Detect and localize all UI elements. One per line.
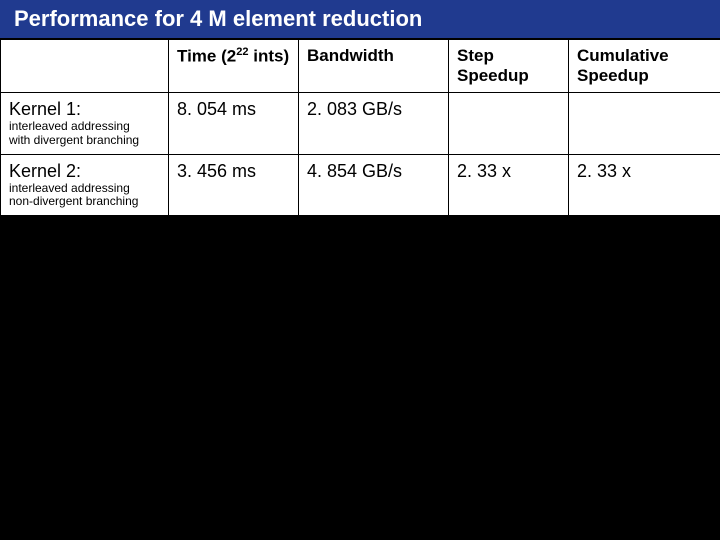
step-speedup-value (449, 93, 569, 155)
cumulative-speedup-value (569, 93, 720, 155)
table-header-row: Time (222 ints) Bandwidth Step Speedup C… (1, 40, 720, 93)
header-cumulative-speedup: Cumulative Speedup (569, 40, 720, 93)
step-speedup-value: 2. 33 x (449, 154, 569, 216)
kernel-subtitle-line: interleaved addressing (9, 120, 160, 134)
performance-table: Time (222 ints) Bandwidth Step Speedup C… (0, 39, 720, 216)
kernel-label-cell: Kernel 1: interleaved addressing with di… (1, 93, 169, 155)
kernel-name: Kernel 1: (9, 99, 81, 119)
table-row: Kernel 2: interleaved addressing non-div… (1, 154, 720, 216)
header-time-pre: Time (2 (177, 47, 236, 66)
kernel-name: Kernel 2: (9, 161, 81, 181)
header-blank (1, 40, 169, 93)
kernel-label-cell: Kernel 2: interleaved addressing non-div… (1, 154, 169, 216)
header-time: Time (222 ints) (169, 40, 299, 93)
slide-title: Performance for 4 M element reduction (0, 0, 720, 39)
cumulative-speedup-value: 2. 33 x (569, 154, 720, 216)
kernel-subtitle-line: non-divergent branching (9, 195, 160, 209)
time-value: 8. 054 ms (169, 93, 299, 155)
header-time-post: ints) (249, 47, 290, 66)
time-value: 3. 456 ms (169, 154, 299, 216)
kernel-subtitle-line: interleaved addressing (9, 182, 160, 196)
header-step-speedup: Step Speedup (449, 40, 569, 93)
kernel-subtitle-line: with divergent branching (9, 134, 160, 148)
header-time-exp: 22 (236, 46, 248, 58)
bandwidth-value: 2. 083 GB/s (299, 93, 449, 155)
header-bandwidth: Bandwidth (299, 40, 449, 93)
bandwidth-value: 4. 854 GB/s (299, 154, 449, 216)
table-row: Kernel 1: interleaved addressing with di… (1, 93, 720, 155)
